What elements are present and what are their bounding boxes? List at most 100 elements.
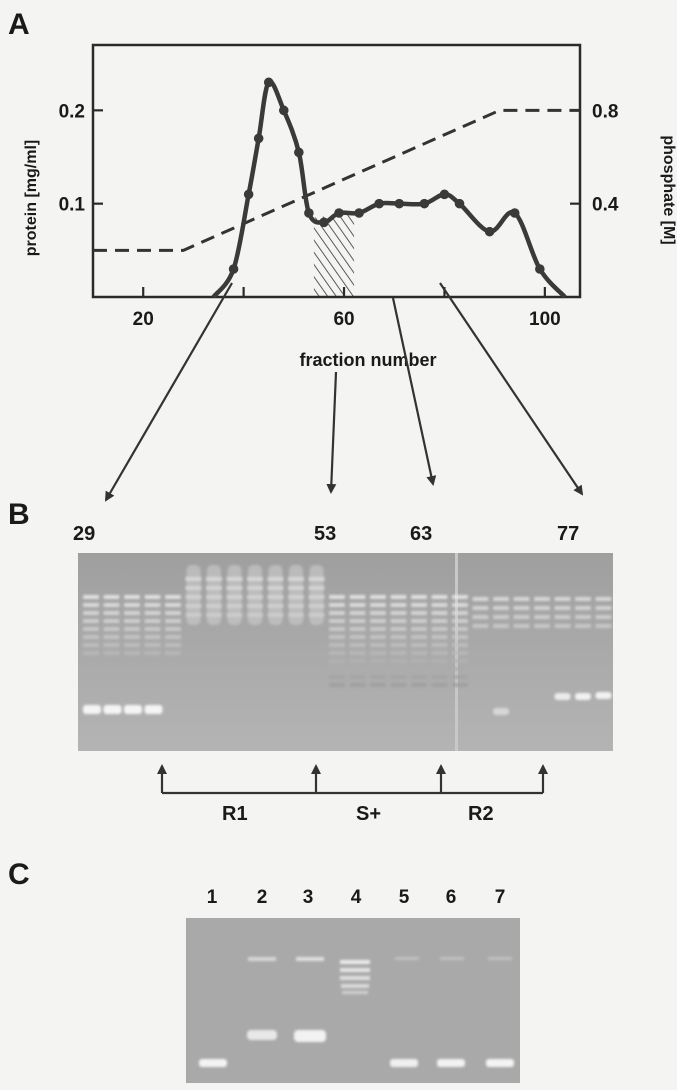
gel-c-band xyxy=(395,957,419,960)
arrow-to-63 xyxy=(391,297,437,486)
gel-b-smear xyxy=(248,565,262,625)
gel-b-band-low xyxy=(144,705,163,714)
fraction-label-29: 29 xyxy=(73,523,95,545)
gel-b-band xyxy=(329,651,345,655)
gel-b-band xyxy=(411,667,427,671)
gel-c-band xyxy=(437,1059,465,1067)
gel-b-band xyxy=(595,624,612,628)
gel-b-band xyxy=(165,643,181,647)
gel-b-band xyxy=(411,595,427,599)
gel-b-band xyxy=(390,635,407,639)
gel-b-band xyxy=(472,597,489,601)
gel-b-band xyxy=(83,643,99,647)
gel-b-band xyxy=(452,595,468,599)
gel-b-band xyxy=(144,651,161,655)
gel-b-band xyxy=(534,597,550,601)
gel-b-band xyxy=(411,619,427,623)
gel-b-band xyxy=(370,627,386,631)
gel-b-band xyxy=(411,603,427,607)
lane-label-2: 2 xyxy=(257,887,268,908)
gel-c-band xyxy=(488,957,512,960)
gel-b-band xyxy=(431,683,448,687)
gel-b-band-low xyxy=(595,692,612,699)
gel-c-band xyxy=(440,957,464,960)
gel-b-band xyxy=(452,659,468,663)
x-tick-label: 60 xyxy=(333,309,354,330)
gel-b-band-low xyxy=(493,708,509,715)
gel-b-band xyxy=(390,643,407,647)
gel-b-labels: 29 53 63 77 xyxy=(73,523,579,545)
gel-b-band xyxy=(124,643,140,647)
gel-b-band xyxy=(411,611,427,615)
gel-b-band xyxy=(431,635,448,639)
region-bracket xyxy=(157,764,548,795)
gel-b-band xyxy=(329,603,345,607)
gel-b-band xyxy=(144,603,161,607)
gel-b-band xyxy=(124,651,140,655)
gel-b-smear xyxy=(227,565,242,625)
gel-b-band xyxy=(534,615,550,619)
gel-c-lane-labels: 1 2 3 4 5 6 7 xyxy=(207,887,506,908)
arrow-to-77 xyxy=(439,282,584,496)
gel-b-band xyxy=(390,627,407,631)
gel-b-band xyxy=(595,615,612,619)
gel-b-band xyxy=(431,643,448,647)
fraction-label-77: 77 xyxy=(557,523,579,545)
gel-b-band xyxy=(103,635,120,639)
gel-c-band xyxy=(340,976,370,980)
gel-b-band xyxy=(370,603,386,607)
gel-b-band xyxy=(575,624,591,628)
panel-letter-a: A xyxy=(8,8,30,41)
gel-b-band xyxy=(411,627,427,631)
data-point xyxy=(263,77,274,88)
gel-c-band xyxy=(340,960,370,964)
gel-b-band xyxy=(431,595,448,599)
gel-c-band xyxy=(247,1030,277,1040)
gel-b-band xyxy=(452,675,468,679)
region-label-s-plus: S+ xyxy=(356,803,381,825)
gel-b-band xyxy=(329,619,345,623)
gel-c-band xyxy=(390,1059,418,1067)
x-tick-label: 100 xyxy=(529,309,561,330)
gel-b-band xyxy=(370,667,386,671)
lane-label-5: 5 xyxy=(399,887,410,908)
gel-b-band xyxy=(452,651,468,655)
gel-b-band xyxy=(103,643,120,647)
data-point xyxy=(253,133,264,144)
gel-c xyxy=(186,918,520,1083)
gel-b-band xyxy=(370,635,386,639)
gel-b-band xyxy=(493,606,509,610)
data-point xyxy=(278,105,289,116)
gel-b-band xyxy=(452,611,468,615)
gel-b-band xyxy=(493,624,509,628)
gel-b-smear xyxy=(309,565,324,625)
gel-b-band xyxy=(411,635,427,639)
x-tick-label: 20 xyxy=(133,309,154,330)
data-point xyxy=(394,198,405,209)
gel-b-smear xyxy=(186,565,201,625)
gel-b-band xyxy=(390,619,407,623)
data-point xyxy=(294,147,304,158)
gel-b-band xyxy=(431,603,448,607)
data-point xyxy=(484,226,495,237)
gel-c-background xyxy=(186,918,520,1083)
gel-b-band xyxy=(554,615,571,619)
gel-b-band xyxy=(595,606,612,610)
data-point xyxy=(228,264,239,274)
y-axis-label: protein [mg/ml] xyxy=(23,140,40,256)
arrow-to-53 xyxy=(326,371,338,494)
lane-label-1: 1 xyxy=(207,887,218,908)
gel-c-band xyxy=(342,991,368,994)
gel-b-band xyxy=(165,603,181,607)
gel-c-bands xyxy=(199,957,514,1067)
gel-b-band-low xyxy=(103,705,122,714)
gel-b-band xyxy=(103,627,120,631)
gel-b-band xyxy=(124,619,140,623)
gel-b-band xyxy=(349,595,366,599)
gel-b-smear xyxy=(207,565,221,625)
gel-b-band xyxy=(124,603,140,607)
gel-b-band xyxy=(83,595,99,599)
data-point xyxy=(304,208,314,218)
gel-b-band xyxy=(144,627,161,631)
